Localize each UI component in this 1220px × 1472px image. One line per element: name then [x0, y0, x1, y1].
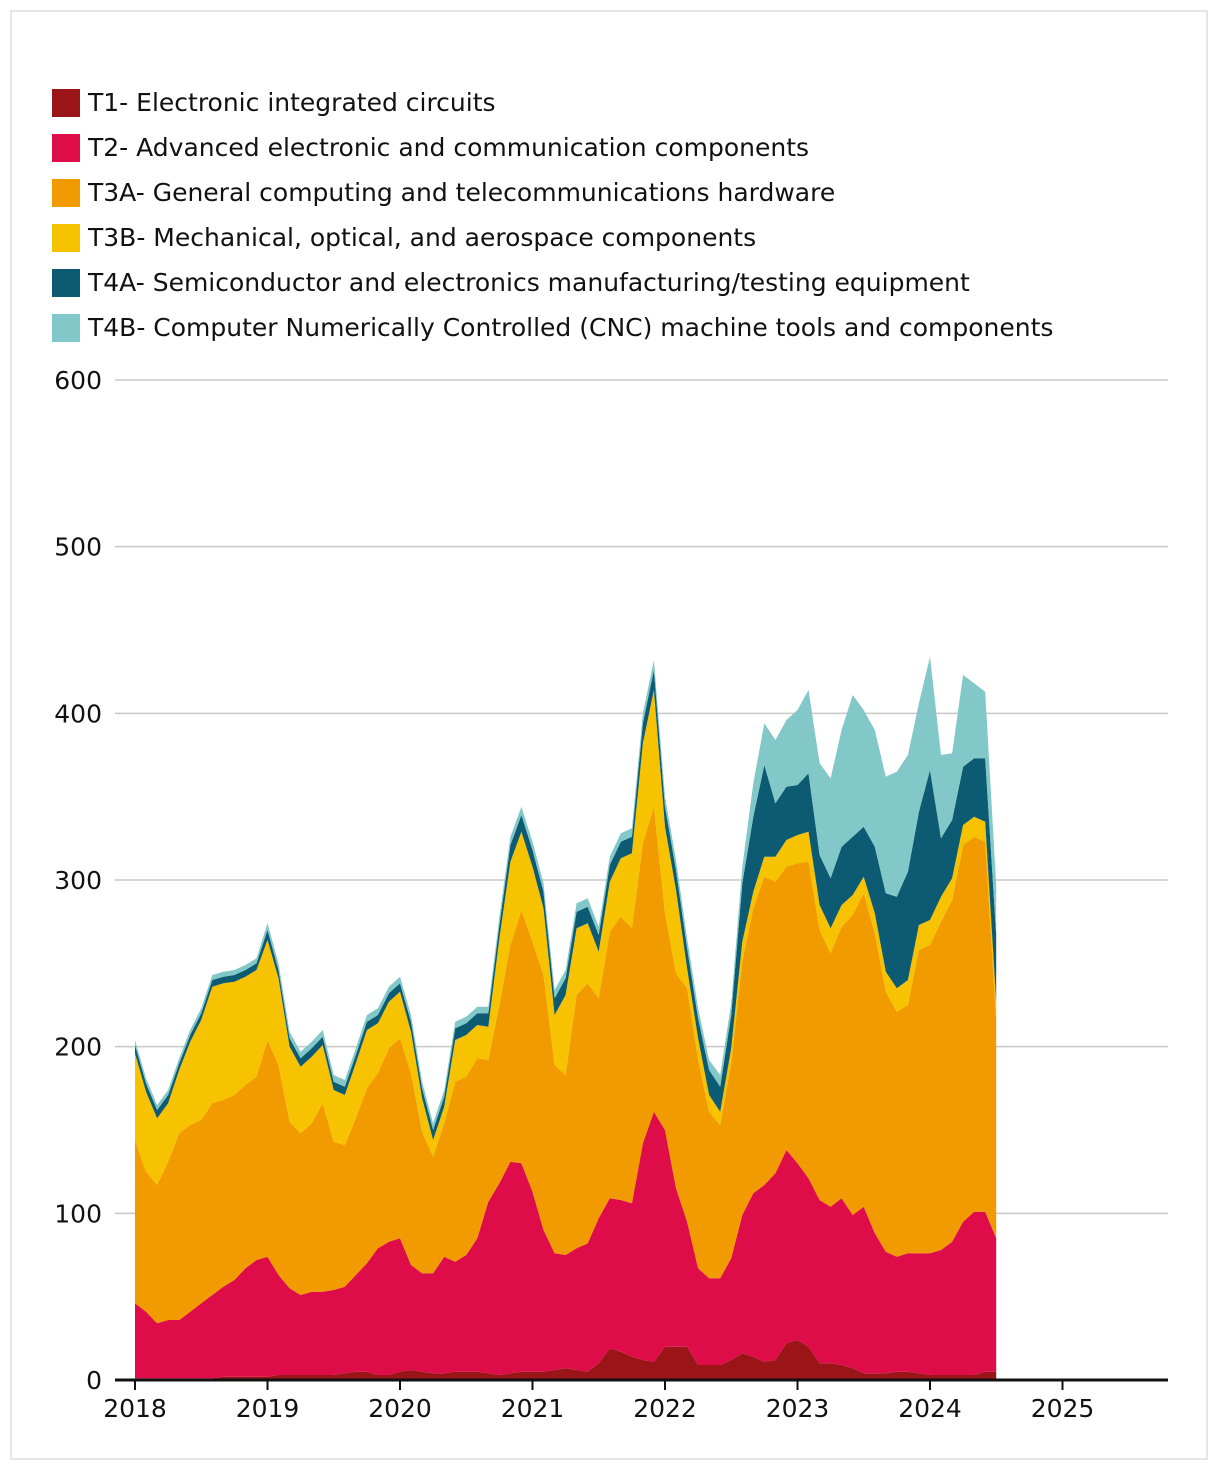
x-tick-label: 2020: [368, 1394, 432, 1423]
legend-item-t4a: T4A- Semiconductor and electronics manuf…: [52, 260, 1053, 305]
x-tick-label: 2025: [1031, 1394, 1095, 1423]
x-tick-label: 2024: [898, 1394, 962, 1423]
area-series-3: [135, 690, 997, 1185]
legend-swatch-t1: [52, 88, 80, 117]
legend-item-t2: T2- Advanced electronic and communicatio…: [52, 125, 1053, 170]
legend: T1- Electronic integrated circuits T2- A…: [52, 80, 1053, 350]
y-tick-label: 0: [86, 1366, 102, 1395]
y-axis-ticks: 0 100 200 300 400 500 600: [54, 366, 102, 1395]
legend-item-t3b: T3B- Mechanical, optical, and aerospace …: [52, 215, 1053, 260]
legend-swatch-t4a: [52, 268, 80, 297]
area-series-5: [135, 656, 997, 1130]
y-tick-label: 200: [54, 1033, 102, 1062]
legend-swatch-t3b: [52, 223, 80, 252]
legend-label-t3a: T3A- General computing and telecommunica…: [88, 178, 836, 207]
legend-label-t4b: T4B- Computer Numerically Controlled (CN…: [88, 313, 1054, 342]
x-axis-ticks: 2018 2019 2020 2021 2022 2023 2024 2025: [103, 1380, 1094, 1423]
legend-label-t4a: T4A- Semiconductor and electronics manuf…: [88, 268, 970, 297]
x-tick-label: 2021: [501, 1394, 565, 1423]
area-series-1: [135, 1111, 997, 1379]
x-tick-label: 2023: [766, 1394, 830, 1423]
legend-item-t4b: T4B- Computer Numerically Controlled (CN…: [52, 305, 1053, 350]
area-series-0: [135, 1340, 997, 1380]
area-series: [135, 656, 997, 1380]
legend-swatch-t4b: [52, 313, 80, 342]
legend-item-t3a: T3A- General computing and telecommunica…: [52, 170, 1053, 215]
x-tick-label: 2022: [633, 1394, 697, 1423]
legend-label-t1: T1- Electronic integrated circuits: [88, 88, 496, 117]
legend-label-t2: T2- Advanced electronic and communicatio…: [88, 133, 810, 162]
y-tick-label: 600: [54, 366, 102, 395]
x-tick-label: 2018: [103, 1394, 167, 1423]
legend-swatch-t2: [52, 133, 80, 162]
legend-item-t1: T1- Electronic integrated circuits: [52, 80, 1053, 125]
y-tick-label: 400: [54, 699, 102, 728]
legend-label-t3b: T3B- Mechanical, optical, and aerospace …: [88, 223, 757, 252]
legend-swatch-t3a: [52, 178, 80, 207]
x-tick-label: 2019: [236, 1394, 300, 1423]
area-series-2: [135, 806, 997, 1324]
y-tick-label: 500: [54, 533, 102, 562]
area-series-4: [135, 670, 997, 1140]
y-tick-label: 100: [54, 1199, 102, 1228]
y-tick-label: 300: [54, 866, 102, 895]
